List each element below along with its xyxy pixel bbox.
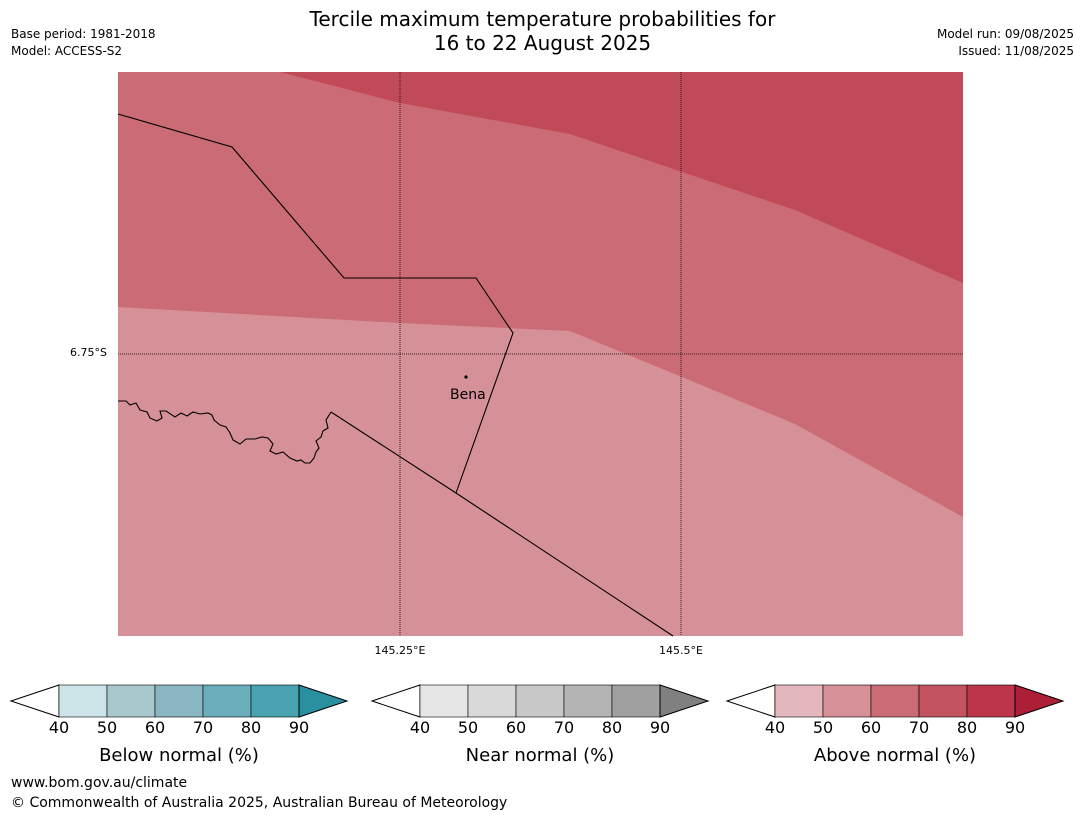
above-normal-tick: 70 — [908, 718, 930, 737]
above-normal-tick: 80 — [956, 718, 978, 737]
base-period: Base period: 1981-2018 — [11, 27, 156, 41]
lon-label-145-5e: 145.5°E — [659, 644, 703, 657]
below-normal-tick: 70 — [192, 718, 214, 737]
province-border-north — [117, 113, 514, 494]
footer-copyright: © Commonwealth of Australia 2025, Austra… — [11, 795, 508, 811]
meta-left: Base period: 1981-2018 Model: ACCESS-S2 — [11, 26, 156, 60]
near-normal-colorbar-segment-5 — [611, 684, 661, 718]
near-normal-colorbar-lower-extension — [370, 684, 421, 718]
near-normal-colorbar-segment-3 — [515, 684, 565, 718]
meta-right: Model run: 09/08/2025 Issued: 11/08/2025 — [937, 26, 1074, 60]
below-normal-colorbar-lower-extension — [9, 684, 60, 718]
below-normal-tick: 60 — [144, 718, 166, 737]
near-normal-tick: 50 — [457, 718, 479, 737]
above-normal-colorbar-segment-5 — [966, 684, 1016, 718]
bena-marker — [464, 375, 468, 379]
above-normal-colorbar-segment-3 — [870, 684, 920, 718]
near-normal-tick: 40 — [409, 718, 431, 737]
title-line-2: 16 to 22 August 2025 — [433, 31, 652, 55]
near-normal-colorbar-segment-1 — [419, 684, 469, 718]
near-normal-colorbar-upper-extension — [659, 684, 710, 718]
near-normal-colorbar-segment-4 — [563, 684, 613, 718]
model-name: Model: ACCESS-S2 — [11, 44, 123, 58]
province-border-river — [118, 400, 332, 464]
above-normal-tick: 50 — [812, 718, 834, 737]
below-normal-tick: 90 — [288, 718, 310, 737]
near-normal-tick: 90 — [649, 718, 671, 737]
below-normal-colorbar-segment-4 — [202, 684, 252, 718]
below-normal-colorbar-segment-2 — [106, 684, 156, 718]
province-border-south — [330, 411, 674, 637]
above-normal-colorbar-segment-4 — [918, 684, 968, 718]
model-run: Model run: 09/08/2025 — [936, 27, 1074, 41]
footer-url: www.bom.gov.au/climate — [11, 775, 188, 791]
below-normal-tick: 40 — [48, 718, 70, 737]
chart-title: Tercile maximum temperature probabilitie… — [0, 7, 1085, 55]
above-normal-colorbar-segment-1 — [774, 684, 824, 718]
lat-label-6-75s: 6.75°S — [70, 346, 107, 359]
above-normal-colorbar-upper-extension — [1014, 684, 1065, 718]
above-normal-colorbar-segment-2 — [822, 684, 872, 718]
below-normal-tick: 80 — [240, 718, 262, 737]
issued-date: Issued: 11/08/2025 — [958, 44, 1074, 58]
near-normal-tick: 60 — [505, 718, 527, 737]
above-normal-title: Above normal (%) — [813, 745, 977, 766]
above-normal-colorbar-lower-extension — [725, 684, 776, 718]
below-normal-colorbar-upper-extension — [298, 684, 349, 718]
title-line-1: Tercile maximum temperature probabilitie… — [309, 7, 776, 31]
below-normal-title: Below normal (%) — [99, 745, 259, 766]
above-normal-tick: 90 — [1004, 718, 1026, 737]
place-label-bena: Bena — [450, 387, 486, 403]
above-normal-tick: 60 — [860, 718, 882, 737]
below-normal-tick: 50 — [96, 718, 118, 737]
near-normal-tick: 80 — [601, 718, 623, 737]
near-normal-colorbar-segment-2 — [467, 684, 517, 718]
below-normal-colorbar-segment-5 — [250, 684, 300, 718]
below-normal-colorbar-segment-1 — [58, 684, 108, 718]
lon-label-145-25e: 145.25°E — [374, 644, 426, 657]
near-normal-tick: 70 — [553, 718, 575, 737]
above-normal-tick: 40 — [764, 718, 786, 737]
below-normal-colorbar-segment-3 — [154, 684, 204, 718]
zone-above-70-80 — [280, 72, 963, 283]
near-normal-title: Near normal (%) — [465, 745, 615, 766]
